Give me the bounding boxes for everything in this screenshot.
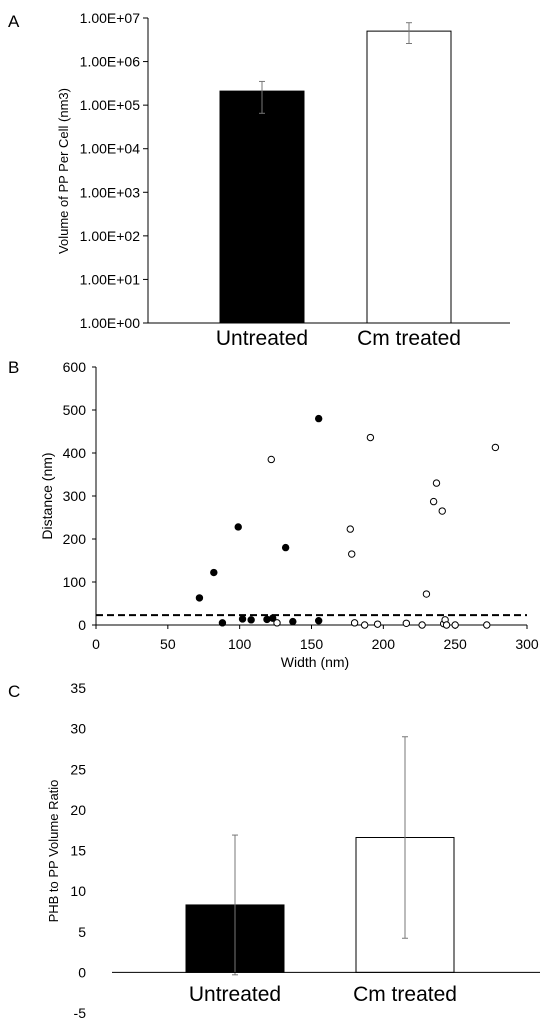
panel-b-point-open: [350, 619, 359, 627]
panel-b-label: B: [8, 358, 19, 377]
panel-a-y-tick-label: 1.00E+05: [80, 97, 141, 113]
panel-b-ticks: 0 100 200 300 400 500 600 0 50 100 150 200 250 300: [63, 359, 539, 652]
panel-b-point-filled: [314, 617, 323, 625]
panel-b-y-tick-label: 500: [63, 402, 87, 418]
panel-c-y-tick-label: 25: [70, 761, 86, 777]
panel-b-point-open: [491, 443, 500, 452]
panel-c-category-label: Cm treated: [353, 983, 457, 1006]
panel-a: A Volume of PP Per Cell (nm3) 1.00E+001.…: [8, 10, 510, 350]
panel-a-y-tick-label: 1.00E+07: [80, 10, 141, 26]
panel-b-point-filled: [238, 615, 247, 623]
panel-a-bar-2: [366, 30, 452, 324]
panel-b-point-open: [402, 619, 411, 627]
panel-b-point-filled: [289, 617, 297, 626]
panel-c-y-tick-label: 20: [70, 802, 86, 818]
panel-b-point-filled: [210, 568, 218, 577]
panel-a-y-tick-label: 1.00E+06: [80, 54, 141, 70]
panel-b-x-tick-label: 200: [372, 636, 396, 652]
panel-b-point-open: [418, 621, 426, 629]
panel-b-point-open: [483, 621, 491, 629]
panel-c-category-labels: Untreated Cm treated: [189, 983, 457, 1006]
panel-c-y-tick-label: 10: [70, 883, 86, 899]
panel-b-point-open: [451, 621, 459, 629]
panel-a-y-tick-label: 1.00E+01: [80, 271, 141, 287]
panel-b-point-filled: [314, 414, 323, 423]
panel-b-x-tick-label: 0: [92, 636, 100, 652]
panel-c-bars: [185, 736, 455, 976]
panel-b-x-tick-label: 50: [160, 636, 176, 652]
panel-a-bar-1: [219, 90, 305, 324]
panel-b-y-tick-label: 600: [63, 359, 87, 375]
panel-b-point-open: [273, 619, 281, 627]
panel-b-point-open: [366, 433, 375, 442]
panel-c-y-ticks: -5 0 5 10 15 20 25 30 35: [70, 680, 86, 1021]
panel-b: B Distance (nm) Width (nm) 0 100 200 300 400…: [8, 358, 539, 670]
panel-c-y-tick-label: -5: [74, 1005, 87, 1021]
panel-b-point-filled: [234, 523, 242, 531]
panel-b-point-open: [373, 620, 382, 628]
panel-b-x-tick-label: 250: [443, 636, 467, 652]
panel-a-category-label: Cm treated: [357, 327, 461, 350]
panel-c-y-tick-label: 0: [78, 964, 86, 980]
panel-b-point-open: [429, 497, 438, 506]
panel-a-label: A: [8, 12, 20, 31]
panel-b-point-open: [438, 507, 446, 515]
panel-b-y-tick-label: 100: [63, 574, 87, 590]
panel-a-y-ticks: 1.00E+00 1.00E+01 1.00E+02 1.00E+03 1.00E+04…: [80, 10, 148, 331]
panel-b-y-axis-label: Distance (nm): [39, 452, 55, 539]
panel-b-axes: [95, 367, 527, 626]
panel-c-y-axis-label: PHB to PP Volume Ratio: [46, 780, 61, 923]
panel-b-x-tick-label: 150: [300, 636, 324, 652]
panel-c: C PHB to PP Volume Ratio -5 0 5 10 15 20 25 30 3…: [8, 680, 540, 1021]
panel-a-y-tick-label: 1.00E+02: [80, 228, 141, 244]
panel-b-point-open: [360, 621, 369, 629]
panel-a-axes: [147, 18, 510, 324]
panel-a-category-labels: Untreated Cm treated: [216, 327, 461, 350]
panel-b-point-open: [422, 590, 431, 598]
panel-c-y-tick-label: 30: [70, 721, 86, 737]
panel-a-y-axis-label: Volume of PP Per Cell (nm3): [56, 88, 71, 254]
panel-b-point-open: [432, 479, 441, 487]
panel-b-point-filled: [281, 543, 290, 552]
panel-b-point-filled: [218, 619, 227, 627]
panel-b-x-tick-label: 100: [228, 636, 252, 652]
panel-b-x-axis-label: Width (nm): [281, 654, 349, 670]
panel-c-y-tick-label: 5: [78, 924, 86, 940]
panel-c-y-tick-label: 35: [70, 680, 86, 696]
panel-b-point-filled: [247, 616, 255, 624]
panel-a-y-tick-label: 1.00E+03: [80, 184, 141, 200]
panel-b-point-filled: [269, 614, 277, 622]
panel-b-y-tick-label: 200: [63, 531, 87, 547]
panel-b-point-filled: [195, 594, 204, 602]
panel-b-y-tick-label: 400: [63, 445, 87, 461]
panel-c-y-tick-label: 15: [70, 843, 86, 859]
panel-b-point-open: [346, 525, 354, 533]
panel-b-point-open: [442, 621, 451, 629]
panel-c-label: C: [8, 682, 20, 701]
panel-b-y-tick-label: 0: [78, 617, 86, 633]
panel-a-category-label: Untreated: [216, 327, 308, 350]
panel-c-category-label: Untreated: [189, 983, 281, 1006]
panel-b-point-open: [267, 455, 275, 464]
panel-b-y-tick-label: 300: [63, 488, 87, 504]
panel-a-bars: [219, 22, 452, 324]
panel-a-y-tick-label: 1.00E+00: [80, 315, 141, 331]
panel-a-y-tick-label: 1.00E+04: [80, 141, 141, 157]
panel-b-x-tick-label: 300: [515, 636, 539, 652]
panel-b-points: [96, 414, 527, 629]
panel-b-point-open: [348, 550, 356, 558]
